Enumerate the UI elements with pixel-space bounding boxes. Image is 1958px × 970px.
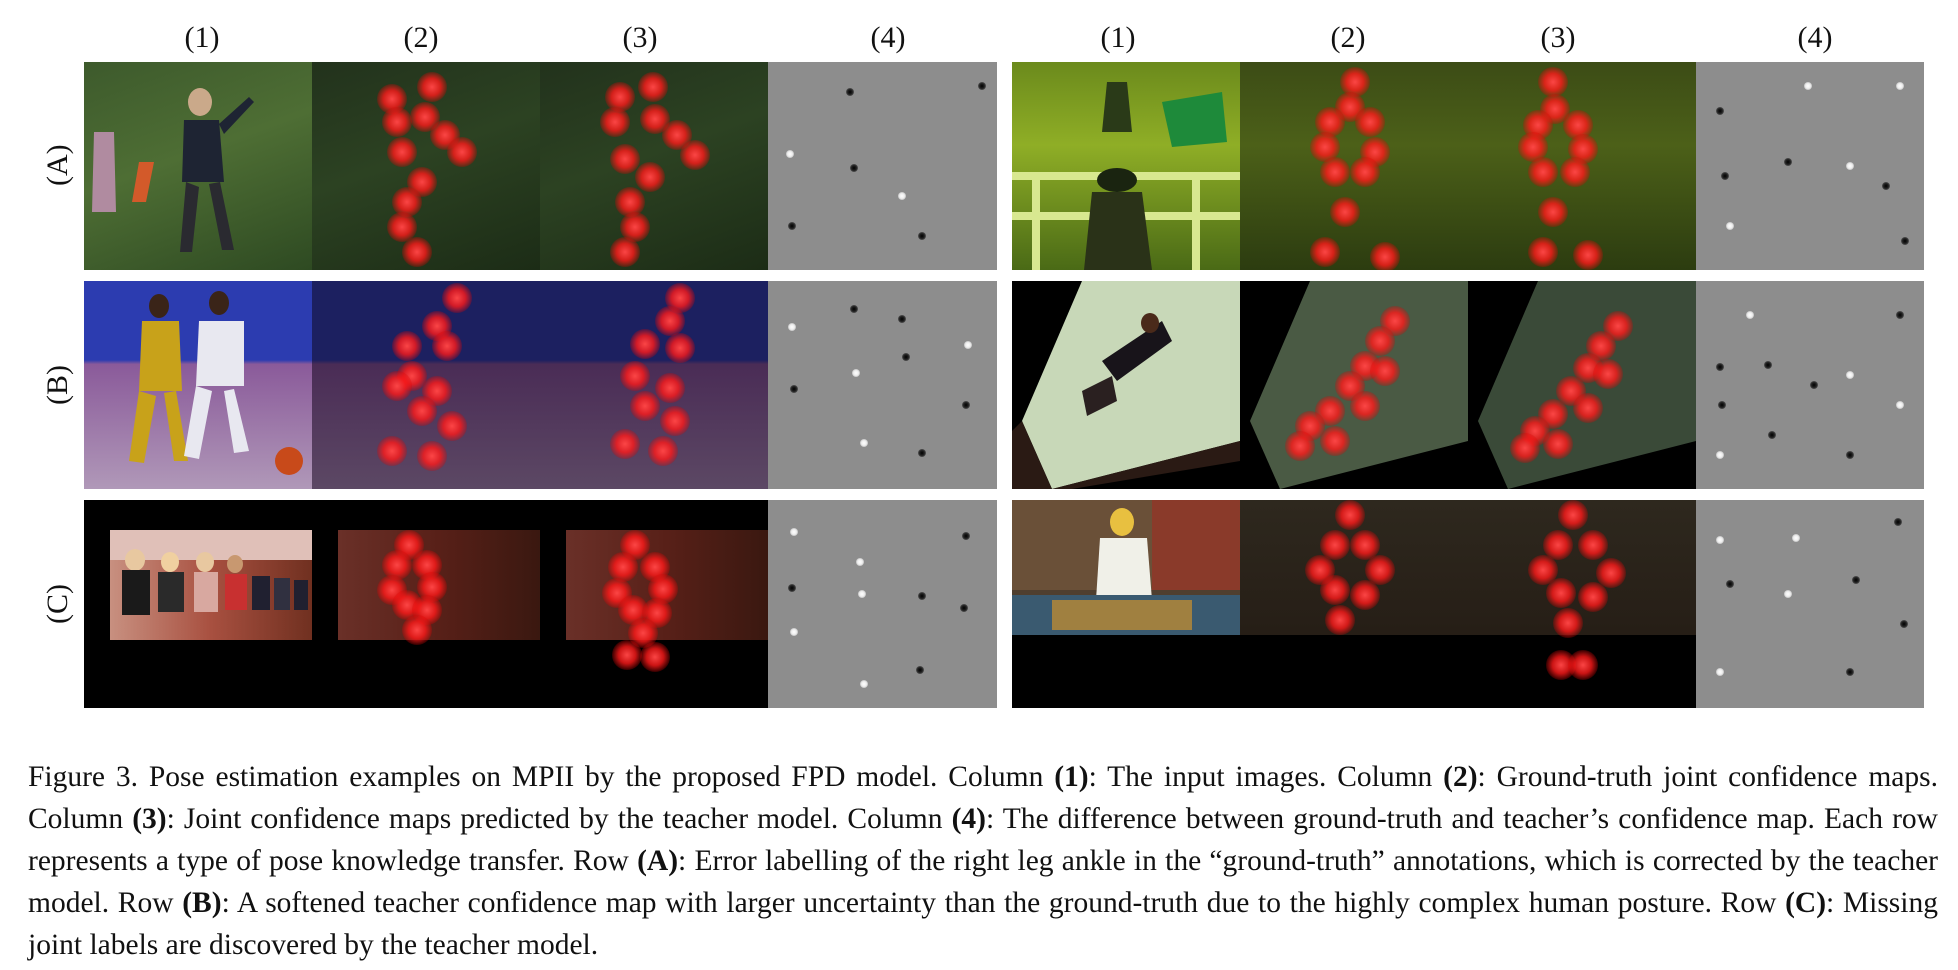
row-c-right-teacher-map <box>1468 500 1696 708</box>
row-b-left-input-image <box>84 281 312 489</box>
row-b-right-rotated-scene <box>1012 281 1240 489</box>
row-a-left-panel <box>84 62 997 270</box>
row-b-right-ground-truth-map <box>1240 281 1468 489</box>
column-label-2: (2) <box>403 21 439 54</box>
caption-lead: Figure 3. Pose estimation examples on MP… <box>28 760 1055 793</box>
row-a-right-teacher-map <box>1468 62 1696 270</box>
caption-text-2: : Ground-truth joint confidence maps. Co… <box>28 760 1939 835</box>
column-label-4-right: (4) <box>1797 21 1833 54</box>
row-a-right-ground-truth-map <box>1240 62 1468 270</box>
column-label-3: (3) <box>622 21 658 54</box>
row-a-right-difference-map <box>1696 62 1924 270</box>
row-b-right-teacher-map <box>1468 281 1696 489</box>
row-c-left-input-image <box>84 500 312 708</box>
caption-column-2: (2) <box>1443 760 1478 793</box>
row-b-left-panel <box>84 281 997 489</box>
row-b-left-ground-truth-map <box>312 281 540 489</box>
row-a-left-difference-map <box>768 62 997 270</box>
figure: (1) (2) (3) (4) (1) (2) (3) (4) (A) (B) … <box>41 21 1924 708</box>
row-c-right-scene <box>1012 500 1240 635</box>
row-c-left-difference-map <box>768 500 997 708</box>
row-c-right-ground-truth-map <box>1240 500 1468 708</box>
row-c-left-ground-truth-map <box>312 500 540 708</box>
column-label-4: (4) <box>870 21 906 54</box>
caption-text-4: : The difference between ground-truth an… <box>28 802 1938 877</box>
caption-row-a: (A) <box>637 844 679 877</box>
column-label-2-right: (2) <box>1330 21 1366 54</box>
row-b-right-panel <box>1012 281 1924 489</box>
caption-column-1: (1) <box>1054 760 1089 793</box>
row-a-right-scene <box>1012 82 1240 270</box>
row-b-right-input-image <box>1012 281 1240 489</box>
row-label-b: (B) <box>41 365 74 405</box>
column-label-3-right: (3) <box>1540 21 1576 54</box>
column-label-1: (1) <box>184 21 220 54</box>
row-b-left-players <box>129 291 303 475</box>
row-b-right-difference-map <box>1696 281 1924 489</box>
caption-row-b: (B) <box>182 886 222 919</box>
row-c-right-input-image <box>1012 500 1240 708</box>
row-c-right-difference-map <box>1696 500 1924 708</box>
caption-text-1: : The input images. Column <box>1088 760 1444 793</box>
row-c-left-group-scene <box>110 530 312 615</box>
caption-text-3: : Joint confidence maps predicted by the… <box>166 802 952 835</box>
caption-column-4: (4) <box>951 802 986 835</box>
row-a-left-teacher-map <box>540 62 768 270</box>
caption-text-row-a: : Error labelling of the right leg ankle… <box>28 844 1938 919</box>
column-label-1-right: (1) <box>1100 21 1136 54</box>
caption-text-row-c: : Missing joint labels are discovered by… <box>28 886 1938 961</box>
caption-row-c: (C) <box>1785 886 1827 919</box>
row-a-right-input-image <box>1012 62 1240 270</box>
row-label-a: (A) <box>41 144 74 186</box>
row-a-right-panel <box>1012 62 1924 270</box>
caption-column-3: (3) <box>132 802 167 835</box>
row-c-right-panel <box>1012 500 1924 708</box>
caption-text-row-b: : A softened teacher confidence map with… <box>221 886 1786 919</box>
row-a-left-input-image <box>84 62 312 270</box>
row-c-left-panel <box>84 500 997 708</box>
row-a-left-person-silhouette <box>92 88 254 252</box>
row-c-left-teacher-map <box>540 500 768 708</box>
row-label-c: (C) <box>41 584 74 624</box>
row-b-left-teacher-map <box>540 281 768 489</box>
row-b-left-difference-map <box>768 281 997 489</box>
figure-caption: Figure 3. Pose estimation examples on MP… <box>28 756 1938 966</box>
row-a-left-ground-truth-map <box>312 62 540 270</box>
